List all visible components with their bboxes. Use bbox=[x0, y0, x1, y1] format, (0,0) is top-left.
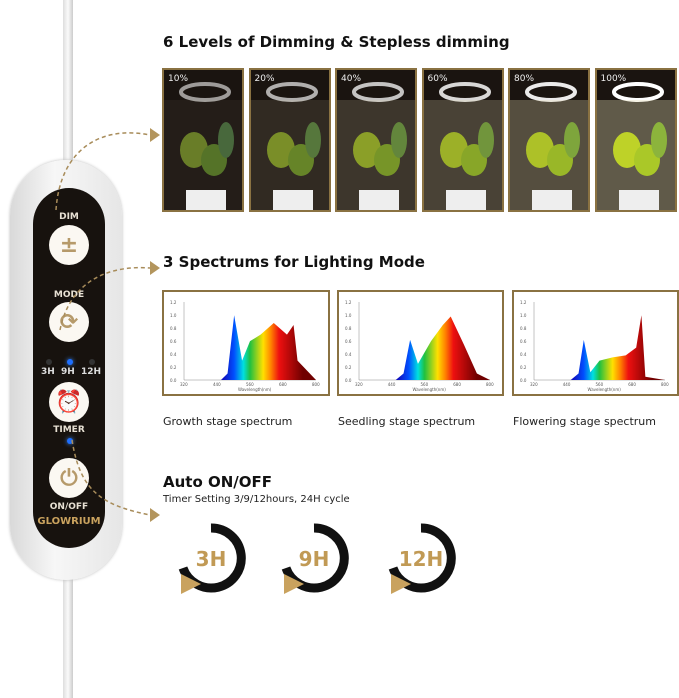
svg-text:0.6: 0.6 bbox=[345, 339, 352, 344]
power-icon: ⏻ bbox=[60, 465, 78, 491]
svg-text:800: 800 bbox=[661, 382, 669, 387]
timer-label: TIMER bbox=[53, 425, 85, 435]
dim-label: DIM bbox=[59, 212, 79, 222]
controller-panel: DIM ± MODE ⟳ 3H 9H 12H ⏰ TIMER ⏻ ON/OFF … bbox=[33, 188, 105, 548]
svg-text:440: 440 bbox=[563, 382, 571, 387]
dimming-level-photo: 20% bbox=[248, 68, 331, 212]
svg-text:Wavelength(nm): Wavelength(nm) bbox=[588, 387, 622, 392]
svg-text:0.2: 0.2 bbox=[170, 365, 177, 370]
timer-12h-icon: 12H bbox=[385, 522, 457, 594]
power-cord bbox=[63, 0, 73, 165]
svg-text:0.6: 0.6 bbox=[170, 339, 177, 344]
dimming-level-label: 60% bbox=[427, 74, 448, 84]
svg-text:1.0: 1.0 bbox=[345, 313, 352, 318]
svg-text:0.4: 0.4 bbox=[520, 352, 527, 357]
led-12h bbox=[89, 359, 95, 365]
power-label: ON/OFF bbox=[49, 502, 89, 512]
mode-label: MODE bbox=[53, 290, 85, 300]
dimming-level-photo: 80% bbox=[508, 68, 590, 212]
spectrum-chart: 0.0 0.2 0.4 0.6 0.8 1.0 1.2 320 440 560 680 800 Wav… bbox=[337, 290, 504, 396]
svg-text:Wavelength(nm): Wavelength(nm) bbox=[238, 387, 272, 392]
led-9h bbox=[67, 359, 73, 365]
dimming-title: 6 Levels of Dimming & Stepless dimming bbox=[163, 33, 510, 51]
svg-text:1.0: 1.0 bbox=[520, 313, 527, 318]
timer-9h-icon: 9H bbox=[278, 522, 350, 594]
alarm-clock-icon: ⏰ bbox=[55, 389, 83, 415]
plus-minus-icon: ± bbox=[59, 232, 79, 258]
dim-button[interactable]: ± bbox=[49, 225, 89, 265]
svg-text:0.0: 0.0 bbox=[520, 378, 527, 383]
svg-text:800: 800 bbox=[312, 382, 320, 387]
svg-text:12H: 12H bbox=[399, 547, 444, 571]
svg-text:560: 560 bbox=[246, 382, 254, 387]
svg-text:0.8: 0.8 bbox=[170, 326, 177, 331]
svg-text:320: 320 bbox=[355, 382, 363, 387]
growth-caption: Growth stage spectrum bbox=[163, 415, 293, 428]
status-led bbox=[67, 438, 73, 444]
svg-text:3H: 3H bbox=[196, 547, 227, 571]
brand-logo: GLOWRIUM bbox=[37, 516, 101, 527]
svg-text:680: 680 bbox=[628, 382, 636, 387]
timer-3h-label: 3H bbox=[41, 367, 55, 377]
timer-9h-label: 9H bbox=[60, 367, 75, 377]
spectrum-chart: 0.0 0.2 0.4 0.6 0.8 1.0 1.2 320 440 560 680 800 Wav… bbox=[162, 290, 330, 396]
dimming-level-photo: 10% bbox=[162, 68, 244, 212]
dimming-level-photo: 40% bbox=[335, 68, 417, 212]
dimming-level-label: 10% bbox=[168, 74, 189, 84]
svg-text:0.0: 0.0 bbox=[345, 378, 352, 383]
svg-text:0.4: 0.4 bbox=[345, 352, 352, 357]
spectrum-chart: 0.0 0.2 0.4 0.6 0.8 1.0 1.2 320 440 560 680 800 Wav… bbox=[512, 290, 679, 396]
svg-text:680: 680 bbox=[279, 382, 287, 387]
timer-12h-label: 12H bbox=[80, 367, 101, 377]
svg-text:800: 800 bbox=[486, 382, 494, 387]
svg-text:440: 440 bbox=[388, 382, 396, 387]
dimming-level-label: 100% bbox=[600, 74, 627, 84]
svg-text:9H: 9H bbox=[299, 547, 330, 571]
timer-3h-icon: 3H bbox=[175, 522, 247, 594]
spectrum-title: 3 Spectrums for Lighting Mode bbox=[163, 253, 425, 271]
svg-text:1.0: 1.0 bbox=[170, 313, 177, 318]
dimming-level-label: 20% bbox=[254, 74, 275, 84]
mode-button[interactable]: ⟳ bbox=[49, 302, 89, 342]
svg-text:320: 320 bbox=[530, 382, 538, 387]
timer-button[interactable]: ⏰ bbox=[49, 382, 89, 422]
svg-text:680: 680 bbox=[453, 382, 461, 387]
svg-text:0.8: 0.8 bbox=[520, 326, 527, 331]
dimming-level-photo: 100% bbox=[594, 68, 677, 212]
svg-text:1.2: 1.2 bbox=[520, 300, 527, 305]
dimming-level-label: 40% bbox=[341, 74, 362, 84]
svg-text:0.0: 0.0 bbox=[170, 378, 177, 383]
power-button[interactable]: ⏻ bbox=[49, 458, 89, 498]
svg-text:1.2: 1.2 bbox=[345, 300, 352, 305]
auto-title: Auto ON/OFF bbox=[163, 473, 273, 491]
svg-text:1.2: 1.2 bbox=[170, 300, 177, 305]
led-3h bbox=[46, 359, 52, 365]
svg-text:0.8: 0.8 bbox=[345, 326, 352, 331]
flowering-caption: Flowering stage spectrum bbox=[513, 415, 656, 428]
svg-text:440: 440 bbox=[213, 382, 221, 387]
svg-text:560: 560 bbox=[421, 382, 429, 387]
svg-text:0.2: 0.2 bbox=[520, 365, 527, 370]
svg-text:0.6: 0.6 bbox=[520, 339, 527, 344]
dimming-level-photo: 60% bbox=[421, 68, 504, 212]
power-cord bbox=[63, 575, 73, 698]
svg-text:0.4: 0.4 bbox=[170, 352, 177, 357]
auto-subtitle: Timer Setting 3/9/12hours, 24H cycle bbox=[163, 494, 350, 505]
svg-text:560: 560 bbox=[596, 382, 604, 387]
seedling-caption: Seedling stage spectrum bbox=[338, 415, 476, 428]
svg-text:0.2: 0.2 bbox=[345, 365, 352, 370]
svg-text:320: 320 bbox=[180, 382, 188, 387]
dimming-level-label: 80% bbox=[514, 74, 535, 84]
svg-text:Wavelength(nm): Wavelength(nm) bbox=[413, 387, 447, 392]
